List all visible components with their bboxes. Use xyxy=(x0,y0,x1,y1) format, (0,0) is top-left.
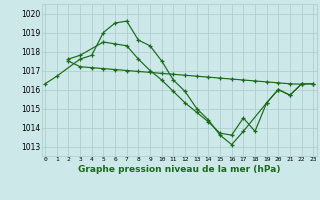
X-axis label: Graphe pression niveau de la mer (hPa): Graphe pression niveau de la mer (hPa) xyxy=(78,165,280,174)
